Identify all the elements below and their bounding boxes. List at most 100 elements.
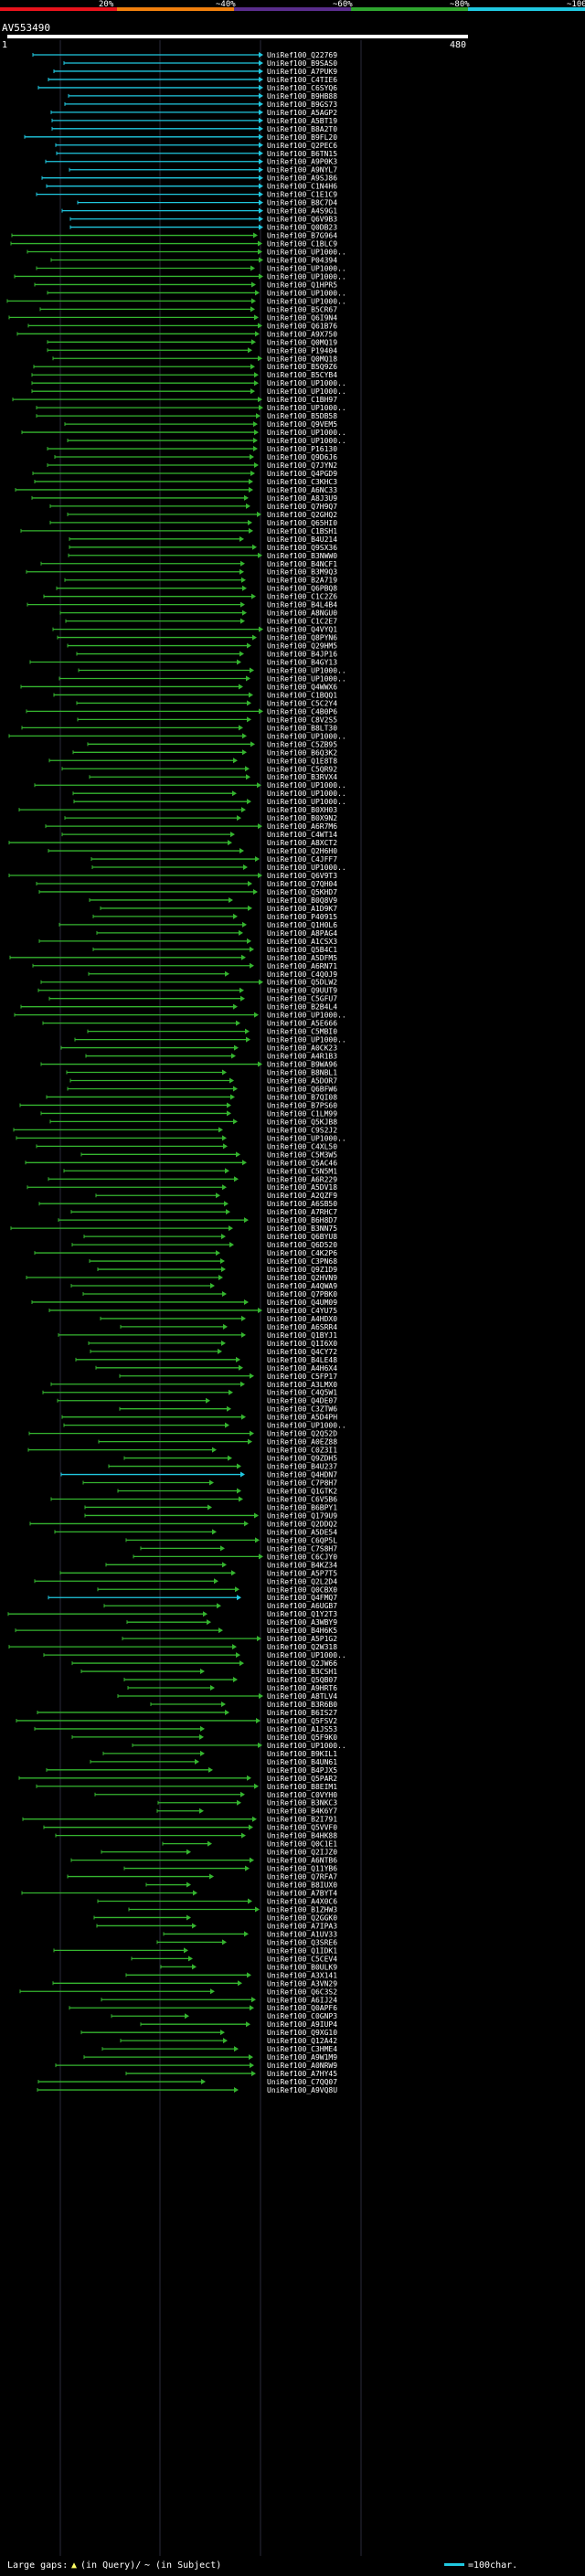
hit-label[interactable]: UniRef100_A9W1M9: [267, 2053, 337, 2062]
hit-label[interactable]: UniRef100_B8LT30: [267, 724, 337, 732]
hit-label[interactable]: UniRef100_A6NC33: [267, 486, 337, 494]
hit-label[interactable]: UniRef100_Q4DE07: [267, 1397, 337, 1405]
hit-label[interactable]: UniRef100_Q9ZDH5: [267, 1455, 337, 1463]
hit-label[interactable]: UniRef100_B7QI08: [267, 1093, 337, 1101]
hit-row[interactable]: UniRef100_B4GY13: [29, 659, 337, 667]
hit-row[interactable]: UniRef100_Q6PBQ8: [56, 585, 337, 593]
hit-label[interactable]: UniRef100_A6SRR4: [267, 1323, 337, 1331]
hit-row[interactable]: UniRef100_Q22769: [32, 51, 337, 59]
hit-row[interactable]: UniRef100_B2A719: [64, 577, 337, 585]
hit-label[interactable]: UniRef100_B0XH03: [267, 806, 337, 814]
hit-label[interactable]: UniRef100_UP1000..: [267, 674, 346, 683]
hit-label[interactable]: UniRef100_C7S8H7: [267, 1544, 337, 1553]
hit-row[interactable]: UniRef100_Q5F9K0: [71, 1733, 337, 1742]
hit-label[interactable]: UniRef100_A6IJ24: [267, 1996, 337, 2004]
hit-label[interactable]: UniRef100_P40915: [267, 913, 337, 921]
hit-label[interactable]: UniRef100_Q5KHD7: [267, 888, 337, 896]
hit-row[interactable]: UniRef100_B9KIL1: [102, 1750, 337, 1758]
hit-row[interactable]: UniRef100_A9X750: [16, 330, 337, 338]
hit-label[interactable]: UniRef100_C8V2S5: [267, 716, 337, 724]
hit-label[interactable]: UniRef100_A9HRT6: [267, 1684, 337, 1692]
hit-row[interactable]: UniRef100_B4U214: [69, 535, 337, 544]
hit-label[interactable]: UniRef100_C6QP5L: [267, 1536, 337, 1544]
hit-label[interactable]: UniRef100_C3ZTW6: [267, 1405, 337, 1414]
hit-row[interactable]: UniRef100_A8TLV4: [117, 1692, 337, 1701]
hit-label[interactable]: UniRef100_A5DOR7: [267, 1077, 337, 1086]
hit-row[interactable]: UniRef100_C3KHC3: [34, 478, 337, 486]
hit-label[interactable]: UniRef100_UP1000..: [267, 387, 346, 396]
hit-label[interactable]: UniRef100_B4PJX5: [267, 1766, 337, 1775]
hit-label[interactable]: UniRef100_B4L4B4: [267, 601, 337, 610]
hit-row[interactable]: UniRef100_B4PJX5: [46, 1766, 337, 1775]
hit-label[interactable]: UniRef100_A8PAG4: [267, 929, 337, 938]
hit-row[interactable]: UniRef100_P19404: [47, 346, 337, 355]
hit-label[interactable]: UniRef100_A9X750: [267, 330, 337, 338]
hit-label[interactable]: UniRef100_B9KIL1: [267, 1750, 337, 1758]
hit-row[interactable]: UniRef100_C5M3W5: [80, 1150, 337, 1159]
hit-label[interactable]: UniRef100_Q1Y2T3: [267, 1610, 337, 1618]
hit-label[interactable]: UniRef100_A6SB50: [267, 1200, 337, 1208]
hit-label[interactable]: UniRef100_C5FP17: [267, 1373, 337, 1381]
hit-label[interactable]: UniRef100_Q1GTK2: [267, 1488, 337, 1496]
hit-row[interactable]: UniRef100_B4UN61: [90, 1758, 337, 1766]
hit-label[interactable]: UniRef100_A7PUK9: [267, 68, 337, 76]
hit-row[interactable]: UniRef100_UP1000..: [34, 781, 346, 790]
hit-row[interactable]: UniRef100_Q61B76: [27, 322, 337, 330]
hit-label[interactable]: UniRef100_A8XCT2: [267, 839, 337, 847]
hit-row[interactable]: UniRef100_Q29HM5: [67, 642, 337, 651]
hit-row[interactable]: UniRef100_A4QWA9: [70, 1282, 337, 1290]
hit-label[interactable]: UniRef100_A7RHC7: [267, 1208, 337, 1216]
hit-label[interactable]: UniRef100_B0X9N2: [267, 814, 337, 822]
hit-label[interactable]: UniRef100_B5CYB4: [267, 371, 337, 379]
hit-row[interactable]: UniRef100_Q4VYQ1: [52, 626, 337, 634]
hit-label[interactable]: UniRef100_B8C7D4: [267, 199, 337, 207]
hit-label[interactable]: UniRef100_Q22769: [267, 51, 337, 59]
hit-row[interactable]: UniRef100_B8NBL1: [66, 1069, 337, 1077]
hit-row[interactable]: UniRef100_UP1000..: [21, 429, 346, 437]
hit-row[interactable]: UniRef100_Q11YB6: [123, 1865, 337, 1873]
hit-row[interactable]: UniRef100_B4JP16: [76, 651, 337, 659]
hit-label[interactable]: UniRef100_Q2IJZ0: [267, 1849, 337, 1857]
hit-label[interactable]: UniRef100_Q7RFA7: [267, 1873, 337, 1882]
hit-row[interactable]: UniRef100_B0ULK9: [160, 1963, 337, 1971]
hit-row[interactable]: UniRef100_C7P8H7: [82, 1479, 337, 1488]
hit-row[interactable]: UniRef100_C1BLC9: [10, 240, 337, 249]
hit-row[interactable]: UniRef100_UP1000..: [132, 1742, 346, 1750]
hit-label[interactable]: UniRef100_B4JP16: [267, 651, 337, 659]
hit-row[interactable]: UniRef100_Q4WWX6: [20, 683, 337, 691]
hit-row[interactable]: UniRef100_C4B0P6: [26, 707, 337, 716]
hit-row[interactable]: UniRef100_B6TN15: [56, 150, 337, 158]
hit-row[interactable]: UniRef100_Q6I9N4: [8, 313, 337, 322]
hit-row[interactable]: UniRef100_A3VN29: [52, 1979, 337, 1988]
hit-row[interactable]: UniRef100_B8C7D4: [77, 199, 337, 207]
hit-row[interactable]: UniRef100_A9W1M9: [83, 2053, 337, 2062]
hit-label[interactable]: UniRef100_C3PN68: [267, 1257, 337, 1266]
hit-label[interactable]: UniRef100_C1BSH1: [267, 527, 337, 535]
hit-row[interactable]: UniRef100_Q8PYN6: [57, 634, 337, 642]
hit-row[interactable]: UniRef100_C7QQ07: [37, 2078, 337, 2086]
hit-row[interactable]: UniRef100_A8XCT2: [8, 839, 337, 847]
hit-row[interactable]: UniRef100_UP1000..: [58, 674, 346, 683]
hit-label[interactable]: UniRef100_Q179U9: [267, 1511, 337, 1520]
hit-row[interactable]: UniRef100_A6NTB6: [70, 1857, 337, 1865]
hit-row[interactable]: UniRef100_B9SAS0: [63, 59, 337, 68]
hit-label[interactable]: UniRef100_C1LM99: [267, 1109, 337, 1118]
hit-row[interactable]: UniRef100_Q4FMQ7: [48, 1594, 337, 1602]
hit-label[interactable]: UniRef100_B7PS60: [267, 1101, 337, 1109]
hit-row[interactable]: UniRef100_Q1HPR5: [34, 281, 337, 289]
hit-label[interactable]: UniRef100_UP1000..: [267, 781, 346, 790]
hit-label[interactable]: UniRef100_B9WA96: [267, 1061, 337, 1069]
hit-row[interactable]: UniRef100_A7IPA3: [96, 1922, 337, 1930]
hit-label[interactable]: UniRef100_B9FL20: [267, 133, 337, 142]
hit-row[interactable]: UniRef100_B4U237: [108, 1463, 337, 1471]
hit-row[interactable]: UniRef100_B4LE48: [75, 1356, 337, 1364]
hit-row[interactable]: UniRef100_A4S9G1: [61, 207, 337, 216]
hit-label[interactable]: UniRef100_Q0MQ18: [267, 355, 337, 363]
hit-row[interactable]: UniRef100_C5N5M1: [63, 1167, 337, 1175]
hit-row[interactable]: UniRef100_Q9ZDH5: [123, 1455, 337, 1463]
hit-label[interactable]: UniRef100_B3NKC3: [267, 1799, 337, 1807]
hit-row[interactable]: UniRef100_Q5KHD7: [38, 888, 337, 896]
hit-label[interactable]: UniRef100_A5P7T5: [267, 1569, 337, 1577]
hit-label[interactable]: UniRef100_Q6BFW6: [267, 1085, 337, 1093]
hit-label[interactable]: UniRef100_B2I791: [267, 1816, 337, 1824]
